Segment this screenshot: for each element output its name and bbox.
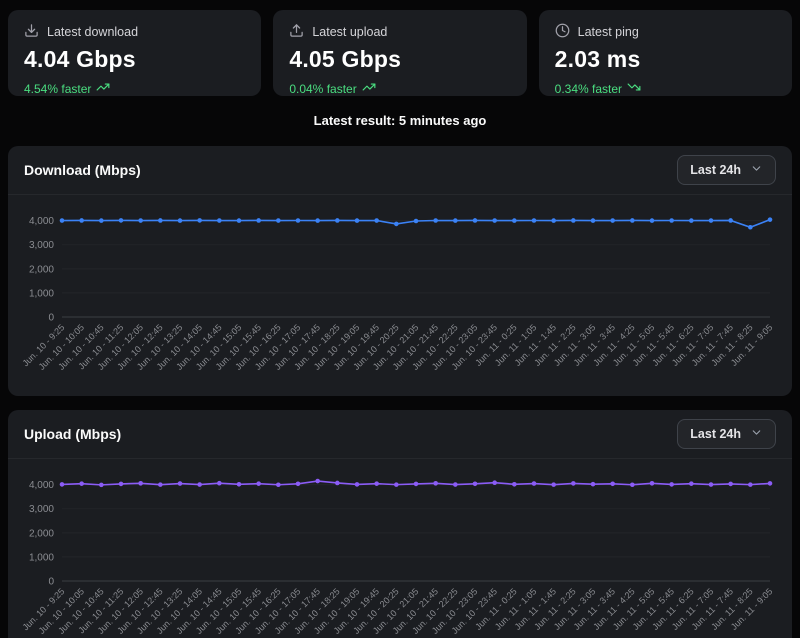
upload-icon	[289, 23, 304, 41]
svg-text:2,000: 2,000	[29, 264, 54, 275]
trending-up-icon	[96, 80, 110, 97]
latest-result-text: Latest result: 5 minutes ago	[313, 113, 487, 128]
trending-up-icon	[362, 80, 376, 97]
card-delta-text: 0.34% faster	[554, 81, 623, 96]
range-select-download[interactable]: Last 24h	[677, 155, 776, 185]
card-label: Latest ping	[577, 25, 639, 39]
svg-text:0: 0	[48, 313, 54, 324]
card-value: 4.04 Gbps	[24, 46, 136, 72]
card-latest-ping: Latest ping 2.03 ms 0.34% faster	[538, 10, 792, 97]
stat-cards-row: Latest download 4.04 Gbps 4.54% faster L…	[0, 0, 800, 96]
trending-down-icon	[627, 80, 641, 97]
svg-text:1,000: 1,000	[29, 288, 54, 299]
card-value: 4.05 Gbps	[289, 46, 402, 72]
card-label: Latest upload	[312, 25, 388, 39]
svg-text:4,000: 4,000	[29, 216, 54, 227]
download-icon	[24, 23, 39, 41]
svg-text:4,000: 4,000	[29, 480, 54, 491]
upload-line-chart: 0 1,000 2,000 3,000 4,000 Jun. 10 - 9:25 Jun. …	[8, 459, 792, 638]
card-delta-text: 4.54% faster	[24, 81, 92, 96]
card-label: Latest download	[47, 25, 139, 39]
card-latest-download: Latest download 4.04 Gbps 4.54% faster	[8, 10, 262, 97]
range-select-label: Last 24h	[690, 427, 741, 441]
download-chart-panel: Download (Mbps) Last 24h 0 1,000 2,000 3,00…	[8, 146, 792, 396]
download-chart-title: Download (Mbps)	[24, 162, 141, 178]
chevron-down-icon	[750, 162, 763, 178]
svg-text:0: 0	[48, 577, 54, 588]
svg-text:3,000: 3,000	[29, 240, 54, 251]
chevron-down-icon	[750, 426, 763, 442]
svg-text:3,000: 3,000	[29, 504, 54, 515]
clock-icon	[555, 23, 570, 41]
card-latest-upload: Latest upload 4.05 Gbps 0.04% faster	[273, 10, 527, 97]
download-line-chart: 0 1,000 2,000 3,000 4,000 Jun. 10 - 9:25 Jun. …	[8, 195, 792, 396]
card-delta-text: 0.04% faster	[289, 81, 357, 96]
svg-text:1,000: 1,000	[29, 552, 54, 563]
svg-text:2,000: 2,000	[29, 528, 54, 539]
card-value: 2.03 ms	[554, 46, 641, 72]
upload-chart-panel: Upload (Mbps) Last 24h 0 1,000 2,000 3,000 4…	[8, 410, 792, 638]
range-select-upload[interactable]: Last 24h	[677, 419, 776, 449]
range-select-label: Last 24h	[690, 163, 741, 177]
upload-chart-title: Upload (Mbps)	[24, 426, 122, 442]
